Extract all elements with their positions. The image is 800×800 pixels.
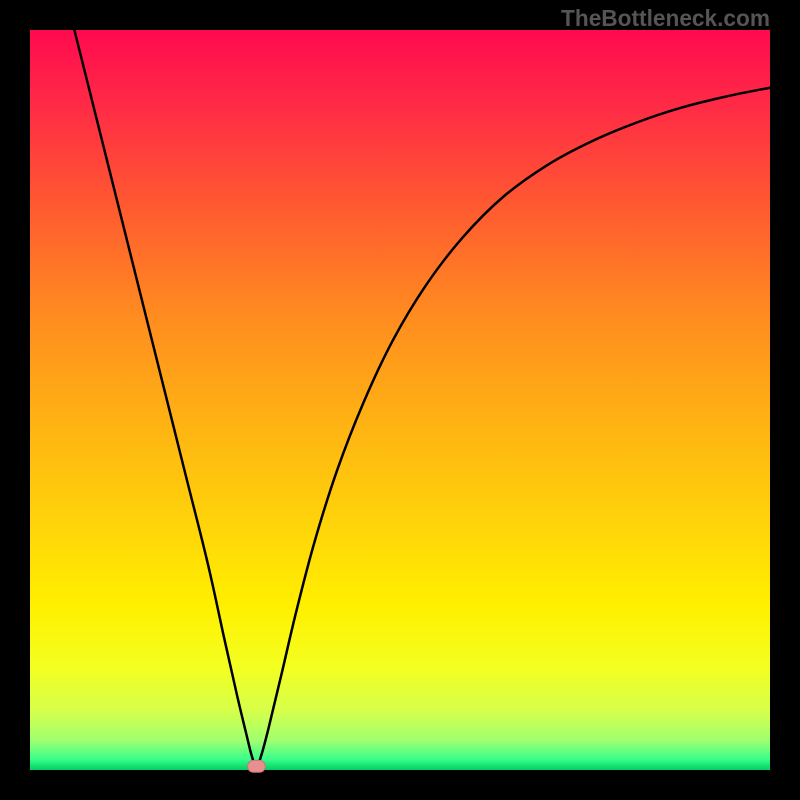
curve-layer <box>30 30 770 770</box>
watermark-text: TheBottleneck.com <box>561 5 770 32</box>
plot-area <box>30 30 770 770</box>
bottleneck-curve <box>74 30 770 766</box>
bottleneck-chart: TheBottleneck.com <box>0 0 800 800</box>
minimum-marker <box>248 760 266 772</box>
